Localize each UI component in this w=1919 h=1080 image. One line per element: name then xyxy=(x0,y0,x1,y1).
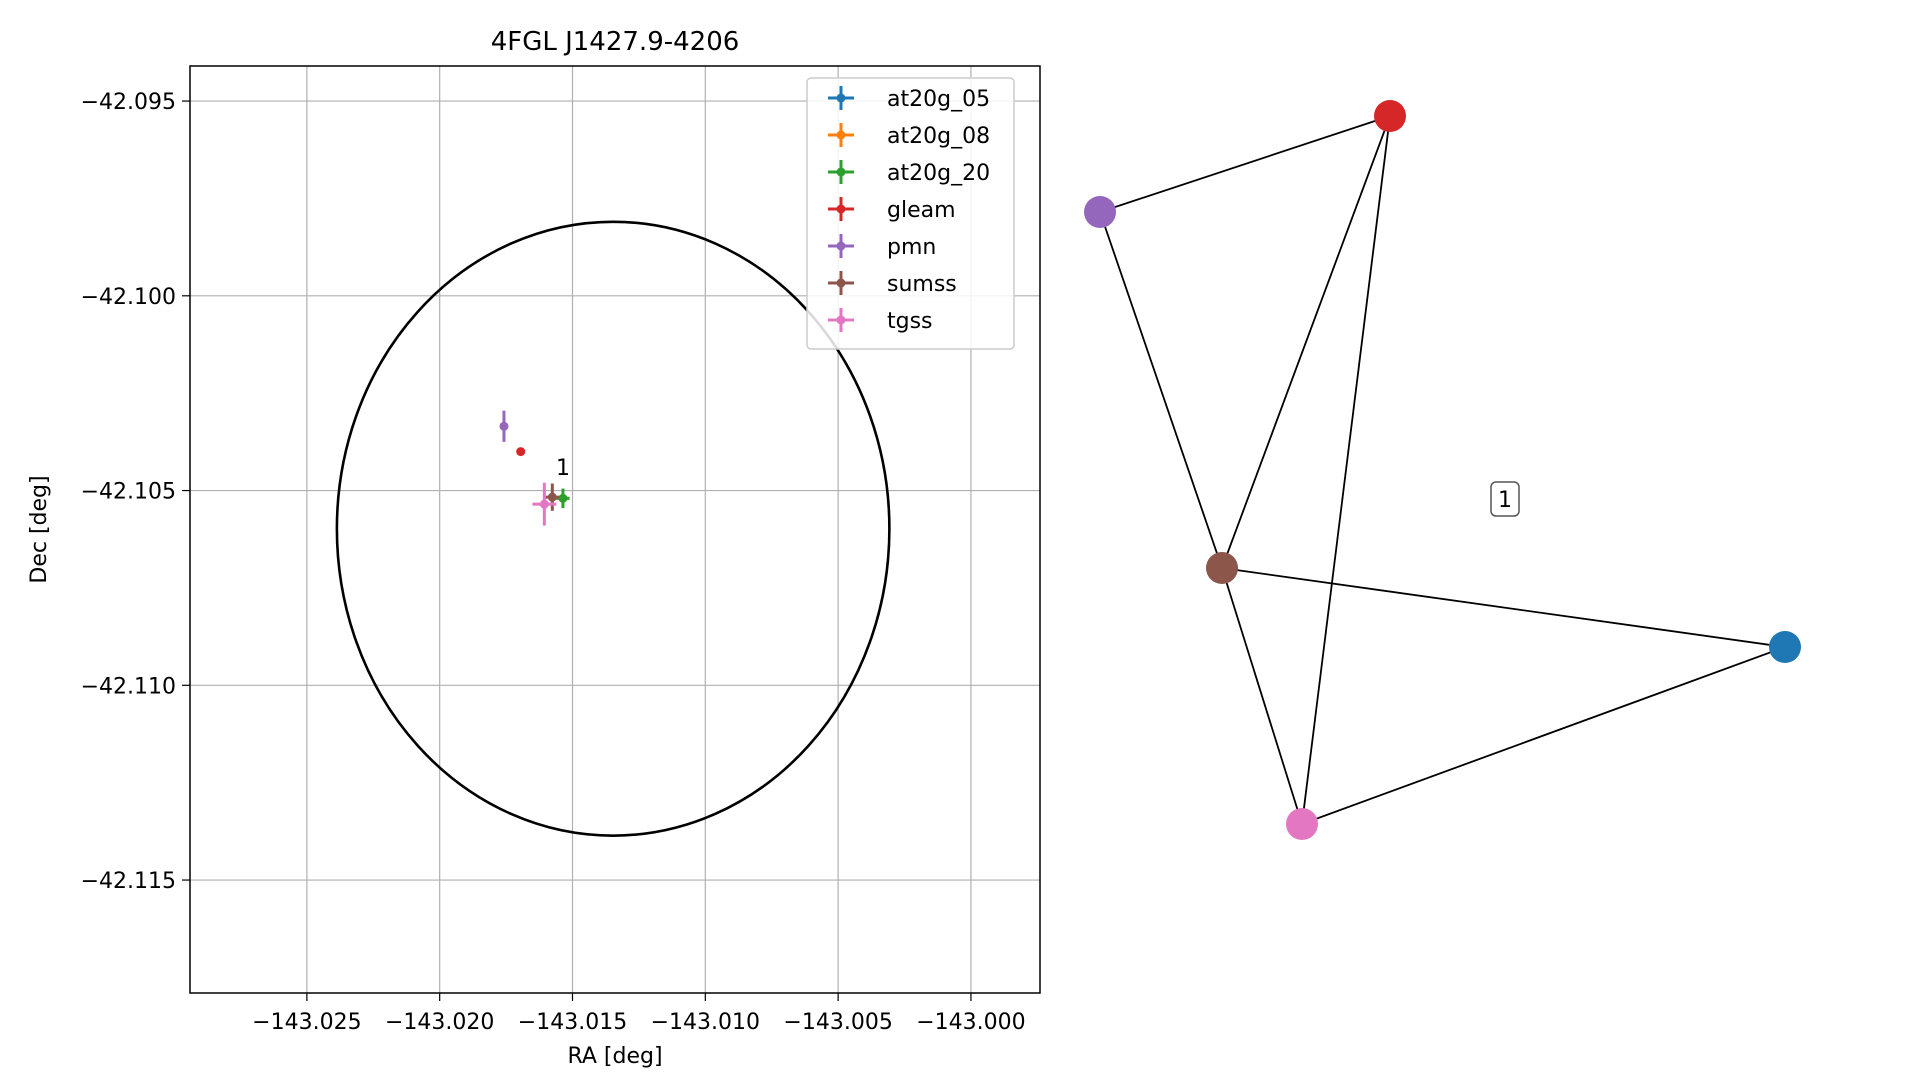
y-axis-label: Dec [deg] xyxy=(27,475,52,583)
network-label-box xyxy=(1490,481,1520,517)
x-tick-label: −143.005 xyxy=(783,1010,892,1035)
point-sumss xyxy=(545,483,559,511)
localization-ellipse xyxy=(335,220,891,837)
chart-title: 4FGL J1427.9-4206 xyxy=(491,27,740,57)
legend-label: tgss xyxy=(887,309,933,334)
x-tick-label: −143.020 xyxy=(385,1010,494,1035)
legend-entry-at20g_05: at20g_05 xyxy=(828,86,990,112)
plot-frame xyxy=(189,65,1041,994)
x-tick-label: −143.010 xyxy=(651,1010,760,1035)
y-tick-label: −42.100 xyxy=(81,285,176,310)
edge-sumss-at20g_05 xyxy=(1221,567,1786,648)
edge-gleam-tgss xyxy=(1301,115,1391,825)
point-tgss xyxy=(532,482,557,526)
y-tick-label: −42.095 xyxy=(81,90,176,115)
network-nodes xyxy=(1084,100,1801,840)
legend-entry-pmn: pmn xyxy=(828,234,936,260)
node-sumss xyxy=(1206,552,1238,584)
legend-label: at20g_05 xyxy=(887,87,990,112)
legend-entry-gleam: gleam xyxy=(828,197,956,223)
edge-tgss-at20g_05 xyxy=(1301,646,1786,825)
legend-box xyxy=(806,77,1015,350)
legend-label: at20g_20 xyxy=(887,161,990,186)
node-pmn xyxy=(1084,196,1116,228)
ellipse-layer xyxy=(335,220,891,837)
x-tick-label: −143.025 xyxy=(252,1010,361,1035)
x-axis-label: RA [deg] xyxy=(567,1044,662,1069)
node-gleam xyxy=(1374,100,1406,132)
y-tick-label: −42.105 xyxy=(81,480,176,505)
edge-sumss-tgss xyxy=(1221,567,1303,825)
y-tick-label: −42.115 xyxy=(81,869,176,894)
network-label-text: 1 xyxy=(1498,488,1512,513)
node-at20g_05 xyxy=(1769,631,1801,663)
x-tick-label: −143.015 xyxy=(518,1010,627,1035)
legend-entry-sumss: sumss xyxy=(828,271,957,297)
edge-gleam-sumss xyxy=(1221,115,1391,569)
axis-ticks: −143.025 −143.020 −143.015 −143.010 −143.005… xyxy=(81,90,1026,1035)
point-annotation: 1 xyxy=(556,456,570,481)
point-pmn xyxy=(499,410,509,442)
legend-label: sumss xyxy=(887,272,957,297)
edge-pmn-gleam xyxy=(1099,115,1391,213)
node-tgss xyxy=(1286,808,1318,840)
point-gleam xyxy=(516,447,526,457)
x-tick-label: −143.000 xyxy=(916,1010,1025,1035)
y-tick-label: −42.110 xyxy=(81,674,176,699)
legend-label: gleam xyxy=(887,198,956,223)
edge-pmn-sumss xyxy=(1099,211,1223,569)
legend-entry-tgss: tgss xyxy=(828,308,933,334)
network-edges xyxy=(1099,115,1786,825)
legend-entry-at20g_20: at20g_20 xyxy=(828,160,990,186)
legend-label: pmn xyxy=(887,235,936,260)
legend-entry-at20g_08: at20g_08 xyxy=(828,123,990,149)
data-points: 1 xyxy=(499,410,570,526)
scatter-panel: 1 −143.025 −143.020 −143.015 −143.010 −143.0… xyxy=(27,27,1041,1069)
legend-label: at20g_08 xyxy=(887,124,990,149)
network-panel: 1 xyxy=(1084,100,1801,840)
network-label: 1 xyxy=(1490,481,1520,517)
